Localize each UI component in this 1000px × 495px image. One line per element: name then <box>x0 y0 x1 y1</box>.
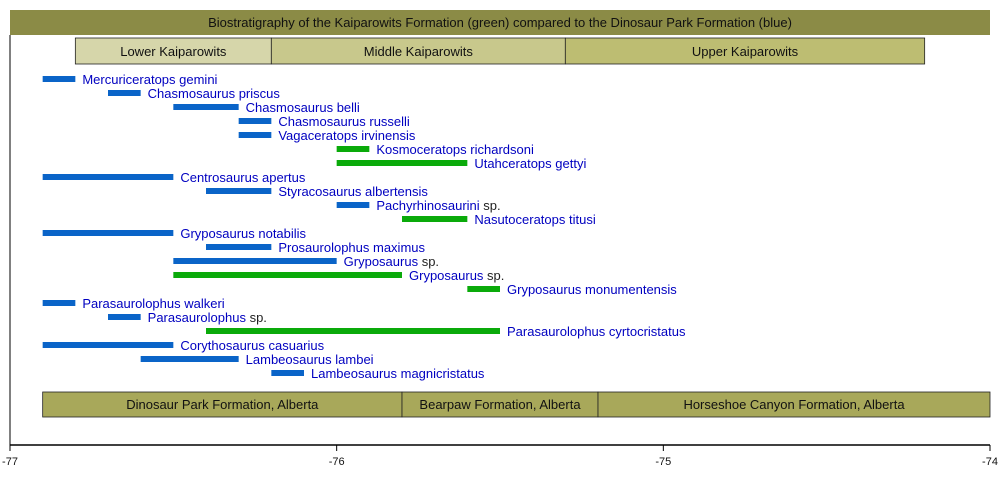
taxon-range-bar <box>336 160 468 166</box>
taxon-range-bar <box>173 104 239 110</box>
taxon-name: Mercuriceratops gemini <box>82 72 217 87</box>
taxon-range-bar <box>173 258 337 264</box>
top-unit-label: Middle Kaiparowits <box>364 44 474 59</box>
chart-title: Biostratigraphy of the Kaiparowits Forma… <box>208 15 792 30</box>
taxon-suffix: sp. <box>480 198 501 213</box>
bottom-unit-label: Dinosaur Park Formation, Alberta <box>126 397 319 412</box>
taxon-range-bar <box>42 174 174 180</box>
taxon-label: Gryposaurus notabilis <box>180 226 306 241</box>
taxon-name: Centrosaurus apertus <box>180 170 306 185</box>
x-tick-label: -77 <box>2 456 18 468</box>
top-unit-label: Lower Kaiparowits <box>120 44 227 59</box>
taxon-label: Vagaceratops irvinensis <box>278 128 416 143</box>
taxon-label: Corythosaurus casuarius <box>180 338 324 353</box>
taxon-range-bar <box>238 118 272 124</box>
top-unit-band <box>564 37 926 65</box>
taxon-range-bar <box>140 356 239 362</box>
taxon-name: Chasmosaurus russelli <box>278 114 410 129</box>
taxon-range-bar <box>108 90 141 96</box>
taxon-label: Centrosaurus apertus <box>180 170 306 185</box>
taxon-suffix: sp. <box>483 268 504 283</box>
taxon-range-bar <box>42 300 76 306</box>
taxon-range-bar <box>336 202 370 208</box>
taxon-label: Chasmosaurus belli <box>246 100 360 115</box>
taxon-label: Nasutoceratops titusi <box>474 212 596 227</box>
taxon-label: Gryposaurus sp. <box>344 254 439 269</box>
taxon-label: Kosmoceratops richardsoni <box>376 142 534 157</box>
taxon-name: Pachyrhinosaurini <box>376 198 479 213</box>
taxon-range-bar <box>206 244 272 250</box>
taxon-label: Chasmosaurus priscus <box>148 86 281 101</box>
taxon-label: Pachyrhinosaurini sp. <box>376 198 500 213</box>
taxon-range-bar <box>42 76 76 82</box>
x-tick-label: -76 <box>329 456 345 468</box>
top-unit-label: Upper Kaiparowits <box>692 44 799 59</box>
taxon-label: Lambeosaurus lambei <box>246 352 374 367</box>
bottom-unit-band <box>597 391 991 418</box>
taxon-label: Mercuriceratops gemini <box>82 72 217 87</box>
bottom-unit-band <box>42 391 403 418</box>
taxon-range-bar <box>108 314 141 320</box>
bottom-unit-label: Bearpaw Formation, Alberta <box>419 397 581 412</box>
taxon-label: Parasaurolophus sp. <box>148 310 267 325</box>
taxon-name: Corythosaurus casuarius <box>180 338 324 353</box>
taxon-range-bar <box>206 188 272 194</box>
taxon-label: Parasaurolophus walkeri <box>82 296 224 311</box>
taxon-range-bar <box>336 146 370 152</box>
taxon-name: Vagaceratops irvinensis <box>278 128 416 143</box>
taxon-name: Nasutoceratops titusi <box>474 212 596 227</box>
taxon-label: Styracosaurus albertensis <box>278 184 428 199</box>
bottom-unit-band <box>401 391 599 418</box>
taxon-label: Gryposaurus sp. <box>409 268 504 283</box>
taxon-range-bar <box>402 216 468 222</box>
taxon-range-bar <box>238 132 272 138</box>
taxon-label: Utahceratops gettyi <box>474 156 586 171</box>
taxon-name: Prosaurolophus maximus <box>278 240 425 255</box>
taxon-label: Parasaurolophus cyrtocristatus <box>507 324 686 339</box>
taxon-name: Styracosaurus albertensis <box>278 184 428 199</box>
taxon-name: Lambeosaurus magnicristatus <box>311 366 485 381</box>
taxon-name: Lambeosaurus lambei <box>246 352 374 367</box>
taxon-name: Chasmosaurus belli <box>246 100 360 115</box>
taxon-label: Prosaurolophus maximus <box>278 240 425 255</box>
taxon-label: Gryposaurus monumentensis <box>507 282 677 297</box>
taxon-range-bar <box>467 286 500 292</box>
taxon-name: Gryposaurus monumentensis <box>507 282 677 297</box>
top-unit-band <box>270 37 566 65</box>
taxon-name: Parasaurolophus cyrtocristatus <box>507 324 686 339</box>
taxon-name: Utahceratops gettyi <box>474 156 586 171</box>
taxon-name: Gryposaurus <box>344 254 419 269</box>
taxon-range-bar <box>42 230 174 236</box>
taxon-range-bar <box>271 370 304 376</box>
taxon-suffix: sp. <box>246 310 267 325</box>
taxon-name: Chasmosaurus priscus <box>148 86 281 101</box>
taxon-name: Parasaurolophus walkeri <box>82 296 224 311</box>
title-band <box>10 10 990 35</box>
taxon-name: Gryposaurus <box>409 268 484 283</box>
taxon-range-bar <box>42 342 174 348</box>
taxon-name: Parasaurolophus <box>148 310 247 325</box>
taxon-label: Lambeosaurus magnicristatus <box>311 366 485 381</box>
taxon-name: Kosmoceratops richardsoni <box>376 142 534 157</box>
x-tick-label: -75 <box>655 456 671 468</box>
taxon-label: Chasmosaurus russelli <box>278 114 410 129</box>
x-tick-label: -74 <box>982 456 998 468</box>
taxon-range-bar <box>173 272 402 278</box>
taxon-range-bar <box>206 328 500 334</box>
top-unit-band <box>74 37 272 65</box>
taxon-name: Gryposaurus notabilis <box>180 226 306 241</box>
bottom-unit-label: Horseshoe Canyon Formation, Alberta <box>683 397 905 412</box>
taxon-suffix: sp. <box>418 254 439 269</box>
